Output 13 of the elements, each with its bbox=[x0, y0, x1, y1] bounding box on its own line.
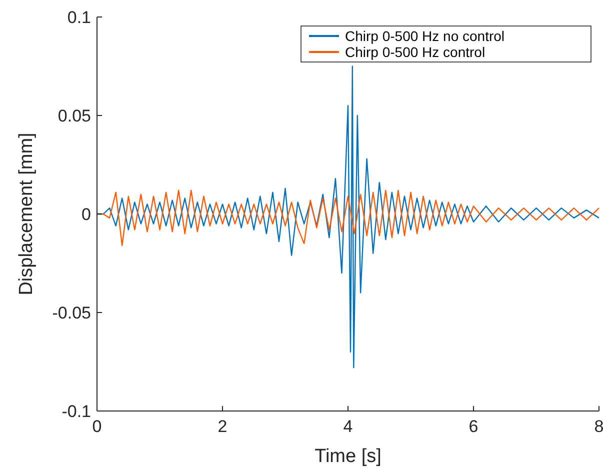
x-tick-label: 4 bbox=[343, 417, 353, 436]
x-tick-label: 6 bbox=[468, 417, 478, 436]
y-tick-label: 0.1 bbox=[67, 8, 91, 27]
legend-label: Chirp 0-500 Hz no control bbox=[345, 28, 505, 44]
x-tick-label: 8 bbox=[594, 417, 603, 436]
y-tick-label: 0 bbox=[82, 204, 91, 224]
y-tick-label: -0.1 bbox=[62, 402, 91, 421]
x-axis-title: Time [s] bbox=[314, 446, 382, 467]
legend-label: Chirp 0-500 Hz control bbox=[345, 44, 486, 60]
y-tick-label: -0.05 bbox=[52, 303, 91, 322]
y-tick-label: 0.05 bbox=[58, 106, 91, 126]
y-axis-title: Displacement [mm] bbox=[16, 132, 37, 296]
x-tick-label: 2 bbox=[218, 417, 228, 436]
